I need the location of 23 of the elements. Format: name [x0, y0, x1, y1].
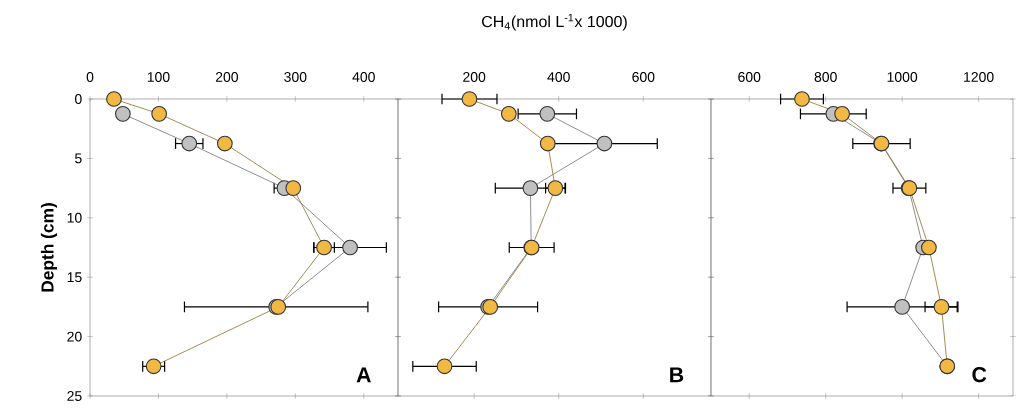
x-tick-label: 100 [147, 71, 170, 82]
x-tick-label: 800 [814, 71, 837, 82]
x-tick-label: 400 [352, 71, 375, 82]
x-tick-label: 1000 [887, 71, 918, 82]
y-axis-title: Depth (cm) [40, 203, 58, 292]
x-axis-title: CH$_{4}$(nmol L$^{-1}$x 1000) [482, 13, 627, 31]
annotation: A [356, 367, 371, 383]
y-tick-label: 0 [74, 94, 82, 104]
y-tick-label: 25 [67, 391, 82, 401]
x-tick-label: 0 [86, 71, 94, 82]
annotation: C [972, 367, 987, 383]
x-tick-label: 400 [547, 71, 570, 82]
y-tick-label: 15 [67, 272, 82, 283]
y-tick-label: 5 [75, 153, 82, 164]
x-tick-label: 600 [738, 71, 761, 82]
x-tick-label: 300 [284, 71, 307, 82]
x-tick-label: 1200 [964, 71, 994, 82]
y-tick-label: 20 [67, 331, 82, 342]
annotation: B [670, 367, 684, 383]
y-tick-label: 10 [67, 212, 82, 223]
x-tick-label: 600 [632, 71, 655, 82]
x-tick-label: 200 [463, 71, 486, 82]
x-tick-label: 200 [215, 71, 239, 82]
